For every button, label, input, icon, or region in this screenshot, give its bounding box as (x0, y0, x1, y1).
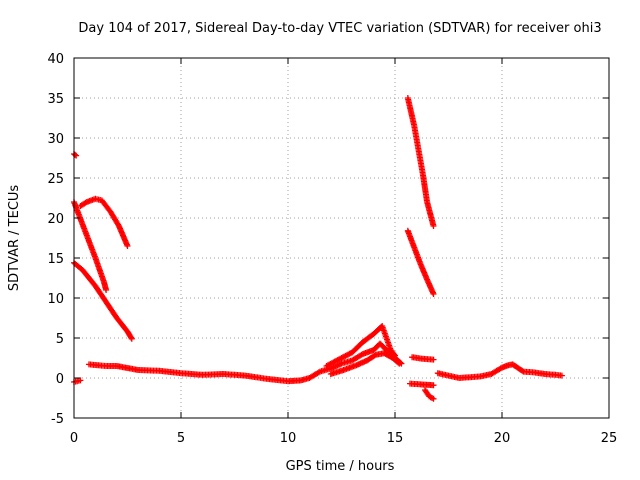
y-tick-label: 0 (56, 372, 64, 387)
series-base-3 (327, 350, 403, 377)
series-arc-i (409, 354, 437, 363)
data-point (82, 199, 89, 206)
y-tick-label: 25 (47, 172, 64, 187)
x-tick-label: 0 (70, 431, 78, 446)
y-tick-label: 5 (56, 332, 64, 347)
data-point (395, 359, 402, 366)
series-arc-c (71, 259, 135, 342)
data-point (358, 351, 365, 358)
x-tick-label: 5 (177, 431, 185, 446)
data-point (103, 287, 110, 293)
series-base-4 (434, 361, 565, 381)
y-tick-label: 35 (47, 92, 64, 107)
data-point (430, 291, 437, 297)
series-arc-g (404, 227, 437, 297)
series-arc-a (71, 199, 110, 293)
data-point (315, 369, 322, 376)
series-arc-j (421, 387, 437, 402)
axis-ticks: 0 5 10 15 20 25 -5 0 5 10 15 20 25 30 35 40 (47, 52, 617, 446)
data-point (519, 367, 526, 374)
data-point (128, 334, 135, 341)
data-point (430, 356, 437, 363)
x-axis-label: GPS time / hours (286, 459, 395, 474)
data-point (72, 151, 79, 158)
chart-title: Day 104 of 2017, Sidereal Day-to-day VTE… (78, 21, 601, 36)
data-point (77, 377, 84, 384)
series-arc-f (404, 95, 437, 229)
y-axis-label: SDTVAR / TECUs (7, 185, 22, 292)
x-tick-label: 10 (280, 431, 297, 446)
y-tick-label: 20 (47, 212, 64, 227)
y-tick-label: 40 (47, 52, 64, 67)
x-tick-label: 20 (494, 431, 511, 446)
data-point (558, 372, 565, 379)
data-points (71, 95, 565, 402)
y-tick-label: 15 (47, 252, 64, 267)
x-tick-label: 15 (387, 431, 404, 446)
grid-lines (74, 58, 609, 418)
data-point (430, 395, 437, 402)
data-point (124, 243, 131, 249)
plot-frame (73, 57, 610, 419)
series-arc-d (71, 151, 80, 159)
data-point (430, 223, 437, 229)
data-point (128, 335, 135, 342)
y-tick-label: 30 (47, 132, 64, 147)
series-arc-h (406, 380, 437, 389)
data-point (396, 360, 403, 367)
x-tick-label: 25 (601, 431, 618, 446)
y-tick-label: 10 (47, 292, 64, 307)
data-point (430, 382, 437, 389)
series-arc-e (71, 377, 84, 385)
y-tick-label: -5 (51, 412, 64, 427)
series-arc-b (77, 195, 131, 249)
